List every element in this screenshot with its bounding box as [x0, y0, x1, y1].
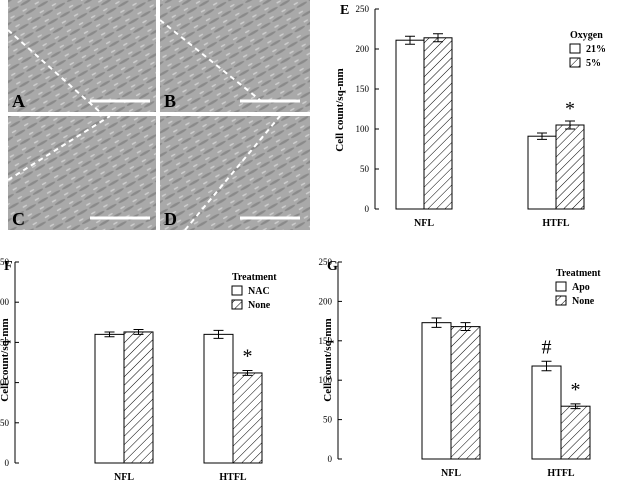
y-tick-label: 250	[356, 4, 370, 14]
panel-label: F	[4, 259, 13, 274]
y-tick-label: 100	[356, 124, 370, 134]
boundary	[7, 29, 101, 113]
error-bar	[213, 329, 224, 339]
legend-swatch	[231, 299, 243, 310]
panel-label: E	[340, 3, 349, 18]
error-bar	[460, 322, 471, 332]
error-bar	[537, 132, 547, 140]
bar	[531, 365, 562, 460]
panel-label: G	[327, 259, 338, 274]
x-tick-label: HTFL	[547, 468, 575, 479]
legend-title: Treatment	[232, 272, 277, 283]
error-bar	[104, 331, 115, 338]
bar	[94, 333, 125, 464]
legend-label: Apo	[572, 282, 590, 293]
y-tick-label: 150	[0, 337, 10, 347]
micrograph	[160, 0, 310, 112]
x-tick-label: NFL	[441, 468, 461, 479]
legend-label: NAC	[248, 286, 270, 297]
annotation: *	[243, 346, 253, 368]
y-tick-label: 200	[0, 297, 10, 307]
y-axis-label: Cell count/sq-mm	[322, 318, 334, 401]
bar	[203, 333, 234, 464]
error-bar	[570, 403, 581, 410]
y-axis-label: Cell count/sq-mm	[0, 318, 11, 401]
legend-swatch	[555, 295, 567, 306]
bar	[555, 124, 585, 210]
legend-label: 5%	[586, 58, 601, 69]
bar	[421, 322, 452, 460]
panel-label: B	[164, 91, 176, 111]
error-bar	[431, 317, 442, 328]
legend-label: None	[572, 296, 595, 307]
legend-title: Oxygen	[570, 30, 603, 41]
legend-swatch	[569, 57, 581, 68]
error-bar	[433, 33, 443, 43]
bar	[123, 331, 154, 464]
bar	[395, 39, 425, 210]
x-tick-label: NFL	[414, 218, 434, 229]
y-tick-label: 150	[319, 336, 333, 346]
bar	[450, 326, 481, 460]
error-bar	[405, 35, 415, 45]
error-bar	[133, 329, 144, 335]
legend-label: None	[248, 300, 271, 311]
y-axis-label: Cell count/sq-mm	[334, 68, 346, 151]
boundary	[184, 115, 281, 231]
legend-swatch	[569, 43, 581, 54]
legend-swatch	[231, 285, 243, 296]
y-tick-label: 50	[0, 418, 10, 428]
error-bar	[541, 360, 552, 372]
boundary	[7, 115, 111, 181]
y-tick-label: 0	[5, 458, 10, 468]
annotation: *	[571, 379, 581, 401]
bar	[232, 372, 263, 464]
panel-label: C	[12, 209, 25, 229]
panel-label: D	[164, 209, 177, 229]
boundary	[159, 19, 261, 101]
micrograph	[8, 116, 156, 230]
bar	[423, 37, 453, 210]
y-tick-label: 0	[365, 204, 370, 214]
y-tick-label: 50	[323, 415, 333, 425]
bar	[560, 405, 591, 460]
x-tick-label: HTFL	[542, 218, 570, 229]
legend-title: Treatment	[556, 268, 601, 279]
error-bar	[242, 370, 253, 376]
legend-swatch	[555, 281, 567, 292]
y-tick-label: 250	[0, 257, 10, 267]
x-tick-label: HTFL	[219, 472, 247, 483]
annotation: *	[565, 98, 575, 120]
y-tick-label: 100	[0, 378, 10, 388]
y-tick-label: 100	[319, 375, 333, 385]
micrograph	[160, 116, 310, 230]
annotation: #	[542, 336, 552, 358]
y-tick-label: 150	[356, 84, 370, 94]
error-bar	[565, 120, 575, 130]
y-tick-label: 50	[360, 164, 370, 174]
micrographs: A B C D	[7, 0, 310, 231]
y-tick-label: 250	[319, 257, 333, 267]
y-tick-label: 200	[356, 44, 370, 54]
legend-label: 21%	[586, 44, 606, 55]
panel-label: A	[12, 91, 25, 111]
micrograph	[8, 0, 156, 112]
y-tick-label: 200	[319, 296, 333, 306]
y-tick-label: 0	[328, 454, 333, 464]
bar	[527, 135, 557, 210]
x-tick-label: NFL	[114, 472, 134, 483]
